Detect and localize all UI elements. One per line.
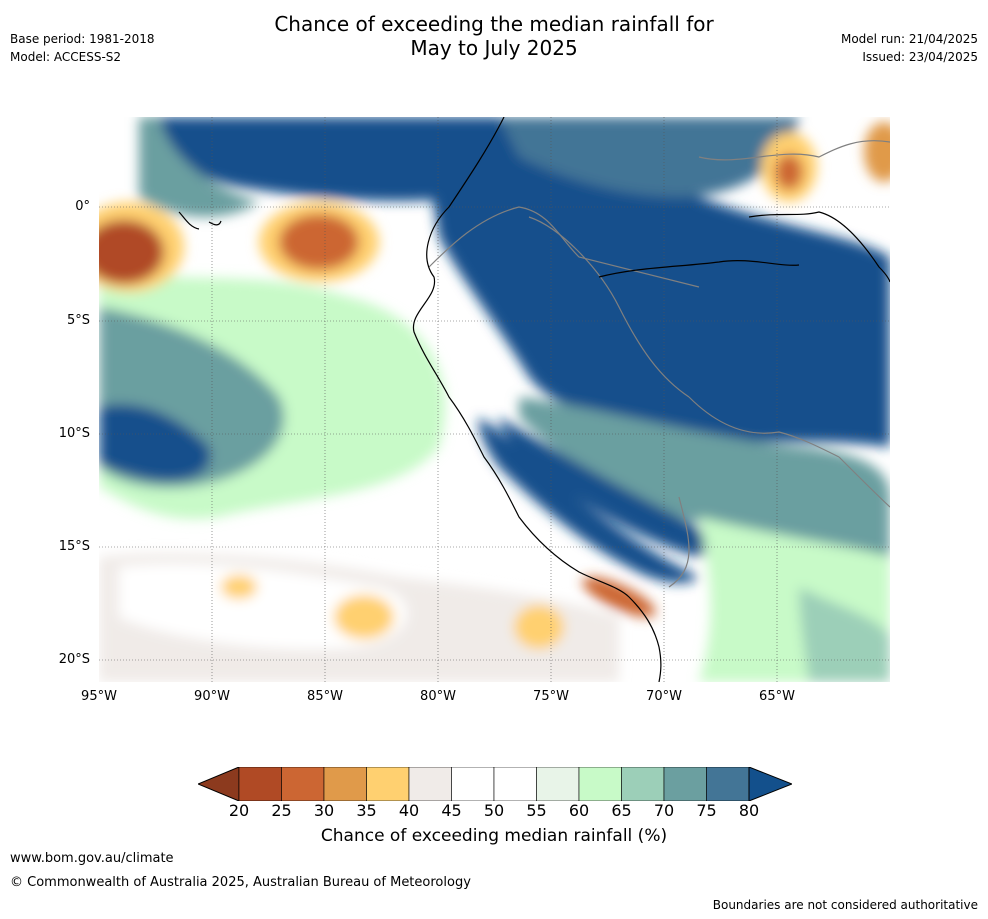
region-teal-north — [139, 117, 259, 217]
colorbar-55-60 — [536, 766, 580, 802]
meta-left: Base period: 1981-2018 Model: ACCESS-S2 — [10, 30, 155, 66]
colorbar-tick: 20 — [228, 801, 250, 820]
region-orange-south-3 — [221, 575, 257, 599]
colorbar-above-arrow — [748, 766, 794, 802]
lon-label-80w: 80°W — [420, 689, 456, 704]
map-title: Chance of exceeding the median rainfall … — [0, 12, 988, 60]
lon-label-95w: 95°W — [81, 689, 117, 704]
colorbar-label: Chance of exceeding median rainfall (%) — [320, 826, 668, 846]
colorbar-ticks: 20 25 30 35 40 45 50 55 60 65 70 75 80 — [198, 801, 792, 823]
colorbar-tick: 75 — [696, 801, 717, 820]
title-line-2: May to July 2025 — [410, 36, 578, 60]
colorbar-tick: 35 — [356, 801, 377, 820]
colorbar-50-55 — [493, 766, 537, 802]
colorbar-45-50 — [451, 766, 495, 802]
lat-label-20s: 20°S — [58, 652, 90, 667]
model-run: Model run: 21/04/2025 — [840, 32, 978, 46]
region-blue-inland-strip — [499, 417, 710, 557]
lat-label-0: 0° — [75, 199, 90, 214]
lat-label-10s: 10°S — [58, 426, 90, 441]
colorbar-tick: 30 — [313, 801, 335, 820]
region-brown-northeast — [775, 154, 803, 190]
lon-label-85w: 85°W — [307, 689, 343, 704]
footer-note: Boundaries are not considered authoritat… — [712, 898, 978, 912]
region-teal-southeast — [799, 587, 890, 682]
footer-copyright: © Commonwealth of Australia 2025, Austra… — [10, 875, 471, 890]
rainfall-field — [99, 117, 890, 682]
coastline — [178, 117, 890, 682]
colorbar-tick: 50 — [483, 801, 505, 820]
map-svg — [99, 117, 890, 682]
colorbar-tick: 70 — [653, 801, 675, 820]
region-orange-south-2 — [514, 605, 564, 649]
colorbar-25-30 — [281, 766, 325, 802]
lon-label-65w: 65°W — [759, 689, 795, 704]
issued-date: Issued: 23/04/2025 — [862, 50, 978, 64]
lon-label-70w: 70°W — [646, 689, 682, 704]
region-blue-west — [99, 404, 211, 481]
colorbar-40-45 — [408, 766, 452, 802]
colorbar-20-25 — [238, 766, 282, 802]
region-white-south — [119, 563, 407, 650]
country-borders — [428, 140, 890, 588]
colorbar-tick: 60 — [568, 801, 590, 820]
colorbar-35-40 — [366, 766, 410, 802]
title-line-1: Chance of exceeding the median rainfall … — [274, 12, 714, 36]
rainfall-map — [99, 117, 890, 682]
colorbar-30-35 — [323, 766, 367, 802]
lat-label-15s: 15°S — [58, 539, 90, 554]
colorbar-60-65 — [578, 766, 622, 802]
colorbar-65-70 — [621, 766, 665, 802]
lon-label-90w: 90°W — [194, 689, 230, 704]
region-brown-equator-central — [279, 214, 359, 270]
colorbar — [196, 766, 794, 802]
meta-right: Model run: 21/04/2025 Issued: 23/04/2025 — [841, 30, 978, 66]
lat-label-5s: 5°S — [66, 313, 90, 328]
colorbar-75-80 — [706, 766, 750, 802]
graticule — [99, 117, 890, 682]
colorbar-tick: 45 — [441, 801, 462, 820]
lon-label-75w: 75°W — [533, 689, 569, 704]
colorbar-tick: 40 — [398, 801, 420, 820]
region-blue-coast — [478, 417, 699, 583]
colorbar-svg — [196, 766, 794, 802]
colorbar-tick: 80 — [738, 801, 760, 820]
region-brown-equator-west — [99, 220, 164, 284]
region-teal-south-amazon — [519, 397, 890, 577]
region-orange-coast-peru — [582, 576, 656, 618]
region-orange-south-1 — [334, 595, 394, 639]
colorbar-below-arrow — [196, 766, 240, 802]
colorbar-70-75 — [663, 766, 707, 802]
base-period: Base period: 1981-2018 — [10, 32, 155, 46]
model-name: Model: ACCESS-S2 — [10, 50, 122, 64]
colorbar-tick: 25 — [271, 801, 292, 820]
region-steel-amazon — [499, 117, 799, 197]
colorbar-tick: 55 — [526, 801, 547, 820]
region-blue-amazon — [429, 155, 890, 447]
region-orange-far-northeast — [864, 122, 890, 182]
footer-url: www.bom.gov.au/climate — [10, 851, 174, 866]
colorbar-tick: 65 — [611, 801, 632, 820]
